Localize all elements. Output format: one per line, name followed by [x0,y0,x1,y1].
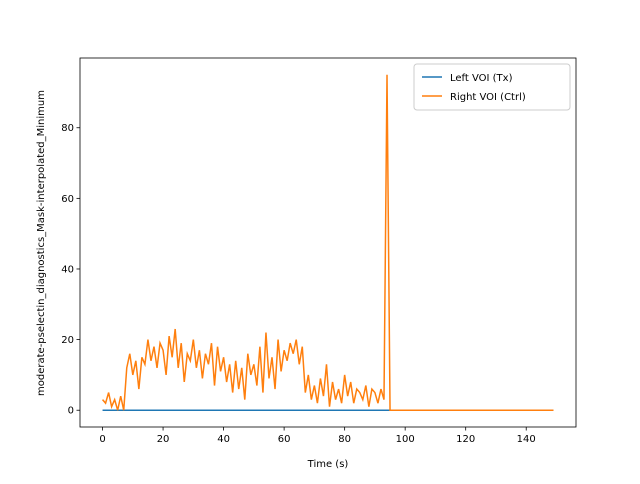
x-tick-label: 60 [278,434,291,445]
x-tick-label: 20 [157,434,170,445]
data-line [101,74,554,411]
x-tick-label: 40 [217,434,230,445]
legend-box [413,63,571,111]
y-tick-label: 0 [68,406,74,417]
y-tick-label: 80 [61,123,74,134]
y-tick-label: 60 [61,194,74,205]
y-axis-label: moderate-pselectin_diagnostics_Mask-inte… [36,90,47,396]
x-tick-label: 140 [517,434,536,445]
x-tick-label: 0 [99,434,105,445]
x-tick-label: 80 [338,434,351,445]
y-tick-label: 20 [61,335,74,346]
y-tick-label: 40 [61,264,74,275]
x-axis-label: Time (s) [307,459,349,470]
x-tick-label: 100 [396,434,415,445]
legend-label: Left VOI (Tx) [450,73,513,84]
plot-frame [79,57,577,428]
legend-label: Right VOI (Ctrl) [450,92,526,103]
x-tick-label: 120 [456,434,475,445]
